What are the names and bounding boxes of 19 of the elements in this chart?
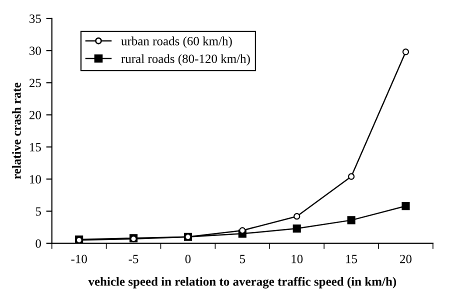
y-tick-label: 5 [36, 207, 41, 216]
y-axis-title: relative crash rate [12, 82, 21, 180]
y-tick-label: 25 [29, 78, 41, 88]
x-tick-label: 0 [185, 254, 191, 264]
legend-label: urban roads (60 km/h) [121, 36, 232, 48]
legend-label: rural roads (80-120 km/h) [121, 54, 250, 66]
y-tick-label: 15 [30, 143, 41, 152]
x-axis-title: vehicle speed in relation to average traffic speed (in km/h) [88, 276, 396, 288]
x-tick-label: 10 [292, 254, 303, 264]
y-tick-label: 0 [36, 239, 41, 248]
y-tick-label: 35 [30, 14, 41, 23]
x-tick-label: 15 [346, 254, 358, 264]
y-tick-label: 10 [30, 175, 41, 184]
y-tick-label: 30 [30, 46, 41, 56]
y-tick-label: 20 [29, 110, 41, 120]
x-tick-label: 20 [400, 254, 412, 264]
x-tick-label: -10 [71, 254, 87, 264]
x-tick-label: 5 [240, 254, 246, 264]
x-tick-label: -5 [128, 254, 138, 264]
